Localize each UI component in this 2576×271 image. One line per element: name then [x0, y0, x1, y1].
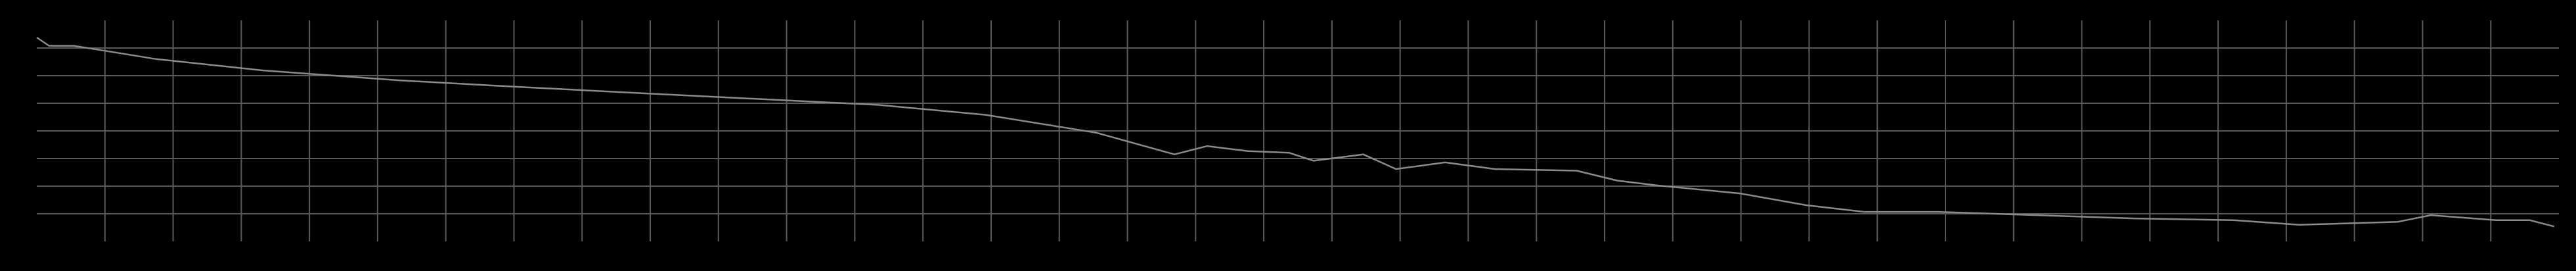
- data-line: [36, 36, 2555, 228]
